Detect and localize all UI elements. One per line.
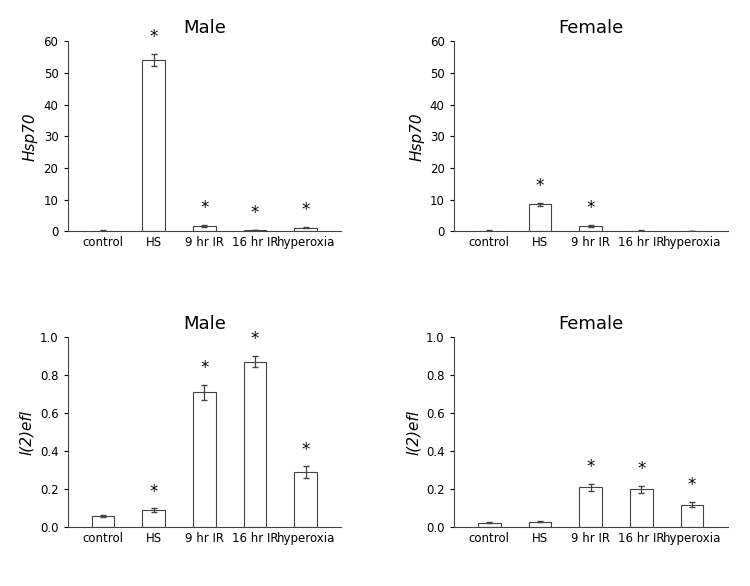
Text: *: * (302, 441, 310, 459)
Text: *: * (536, 178, 544, 195)
Y-axis label: l(2)efl: l(2)efl (406, 410, 421, 455)
Bar (244, 230, 266, 231)
Y-axis label: l(2)efl: l(2)efl (20, 410, 34, 455)
Bar (680, 505, 703, 527)
Text: *: * (149, 28, 158, 46)
Bar (529, 522, 551, 527)
Bar (142, 510, 165, 527)
Bar (579, 488, 602, 527)
Text: *: * (586, 199, 595, 217)
Y-axis label: Hsp70: Hsp70 (410, 112, 424, 161)
Bar (529, 205, 551, 231)
Text: *: * (251, 204, 260, 222)
Text: *: * (586, 458, 595, 476)
Text: *: * (200, 199, 208, 217)
Bar (630, 489, 652, 527)
Text: *: * (251, 331, 260, 348)
Y-axis label: Hsp70: Hsp70 (23, 112, 38, 161)
Bar (630, 230, 652, 231)
Title: Male: Male (183, 19, 226, 37)
Bar (193, 392, 216, 527)
Text: *: * (688, 476, 696, 494)
Title: Male: Male (183, 315, 226, 333)
Bar (92, 516, 115, 527)
Bar (579, 226, 602, 231)
Bar (294, 472, 317, 527)
Bar (92, 230, 115, 231)
Bar (478, 523, 501, 527)
Text: *: * (638, 460, 646, 478)
Text: *: * (302, 202, 310, 219)
Bar (142, 60, 165, 231)
Text: *: * (149, 483, 158, 500)
Bar (478, 230, 501, 231)
Title: Female: Female (558, 315, 623, 333)
Bar (294, 227, 317, 231)
Bar (193, 226, 216, 231)
Title: Female: Female (558, 19, 623, 37)
Bar (244, 362, 266, 527)
Text: *: * (200, 359, 208, 377)
